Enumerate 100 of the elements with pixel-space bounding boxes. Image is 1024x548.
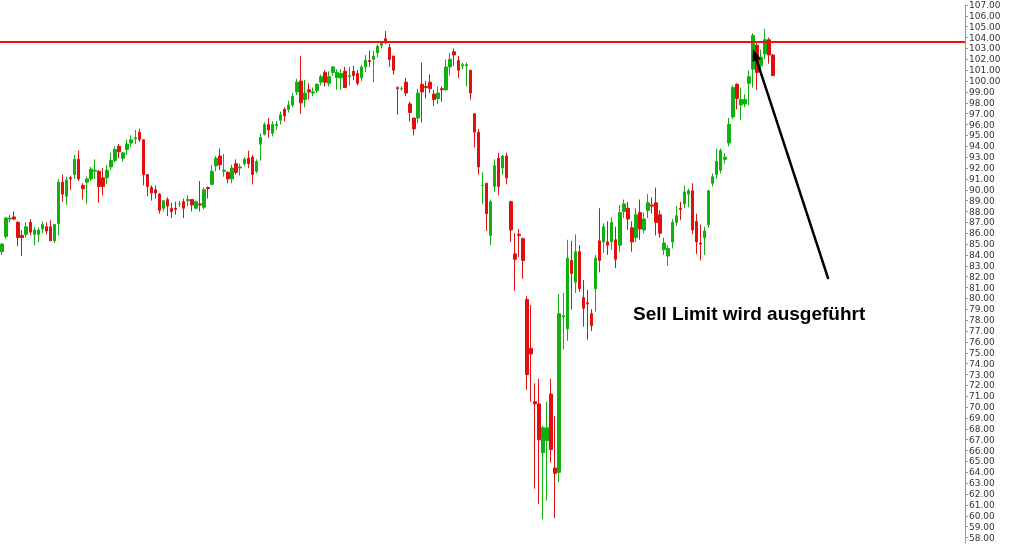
y-tick-label: 59.00 <box>969 521 996 532</box>
candlestick <box>255 158 258 174</box>
candlestick <box>679 201 682 221</box>
y-tick-label: 85.00 <box>969 239 996 250</box>
candlestick <box>485 182 488 232</box>
candlestick <box>634 207 638 243</box>
candlestick <box>557 293 561 483</box>
candlestick <box>420 62 424 123</box>
candlestick <box>182 197 185 219</box>
candlestick <box>493 158 496 193</box>
y-tick-label: 73.00 <box>969 369 996 380</box>
y-tick-label: 78.00 <box>969 315 996 326</box>
candlestick <box>578 244 581 293</box>
candlestick <box>404 77 408 97</box>
y-tick-label: 69.00 <box>969 413 996 424</box>
candlestick <box>614 226 617 269</box>
candlestick <box>81 182 85 201</box>
candlestick <box>93 158 97 180</box>
y-tick-label: 102.00 <box>969 54 1001 65</box>
candlestick <box>618 204 622 253</box>
candlestick <box>368 50 371 68</box>
candlestick <box>327 70 331 88</box>
y-tick-label: 96.00 <box>969 119 996 130</box>
candlestick <box>642 212 646 234</box>
candlestick <box>707 189 710 229</box>
candlestick <box>513 232 517 292</box>
y-tick-label: 89.00 <box>969 195 996 206</box>
candlestick <box>715 147 718 180</box>
candlestick <box>352 65 355 81</box>
candlestick <box>150 184 153 202</box>
candlestick <box>105 164 109 185</box>
candlestick <box>283 106 286 122</box>
y-tick-label: 87.00 <box>969 217 996 228</box>
candlestick <box>412 117 416 136</box>
candlestick <box>727 117 731 147</box>
candlestick <box>457 55 460 79</box>
candlestick <box>307 82 311 101</box>
candlestick <box>279 111 282 126</box>
y-tick-label: 83.00 <box>969 260 996 271</box>
y-tick-label: 98.00 <box>969 97 996 108</box>
candlestick <box>267 117 270 139</box>
candlestick <box>646 193 650 219</box>
y-tick-label: 80.00 <box>969 293 996 304</box>
candlestick <box>186 194 190 207</box>
candlestick <box>73 154 76 180</box>
candlestick <box>339 68 343 91</box>
y-tick-label: 105.00 <box>969 21 1001 32</box>
candlestick <box>33 226 36 246</box>
y-tick-label: 71.00 <box>969 391 996 402</box>
candlestick <box>311 87 315 97</box>
y-tick-label: 77.00 <box>969 326 996 337</box>
candlestick <box>610 216 613 251</box>
y-tick-label: 91.00 <box>969 173 996 184</box>
candlestick <box>29 218 32 236</box>
candlestick <box>703 226 706 256</box>
y-tick-label: 70.00 <box>969 402 996 413</box>
candlestick <box>440 86 444 103</box>
candlestick <box>505 152 508 185</box>
candlestick <box>683 184 686 209</box>
candlestick <box>243 156 246 167</box>
candlestick <box>57 178 60 236</box>
y-tick-label: 100.00 <box>969 76 1001 87</box>
candlestick <box>299 55 303 115</box>
candlestick <box>222 153 226 178</box>
candlestick <box>465 62 468 88</box>
y-tick-label: 93.00 <box>969 152 996 163</box>
y-tick-label: 79.00 <box>969 304 996 315</box>
candlestick <box>638 199 642 241</box>
y-tick-label: 60.00 <box>969 510 996 521</box>
candlestick <box>432 89 436 107</box>
y-tick-label: 67.00 <box>969 434 996 445</box>
candlestick <box>234 158 238 176</box>
y-tick-label: 75.00 <box>969 347 996 358</box>
y-tick-label: 61.00 <box>969 499 996 510</box>
candlestick <box>590 308 593 332</box>
candlestick <box>190 199 194 213</box>
candlestick <box>537 378 541 505</box>
candlestick <box>230 164 234 184</box>
y-tick-label: 106.00 <box>969 10 1001 21</box>
y-tick-label: 63.00 <box>969 478 996 489</box>
y-tick-label: 103.00 <box>969 43 1001 54</box>
candlestick <box>303 79 307 108</box>
y-tick-label: 76.00 <box>969 336 996 347</box>
y-tick-label: 90.00 <box>969 184 996 195</box>
candlestick <box>481 171 484 205</box>
candlestick <box>162 200 165 213</box>
y-tick-label: 86.00 <box>969 228 996 239</box>
candlestick <box>323 69 327 88</box>
candlestick <box>218 147 222 171</box>
candlestick <box>65 176 68 206</box>
candlestick <box>170 202 173 219</box>
candlestick <box>77 150 80 182</box>
candlestick <box>380 41 383 49</box>
candlestick <box>24 221 28 239</box>
candlestick <box>214 155 218 172</box>
y-tick-label: 97.00 <box>969 108 996 119</box>
y-tick-label: 88.00 <box>969 206 996 217</box>
candlestick <box>4 216 8 240</box>
candlestick <box>117 143 121 159</box>
candlestick <box>574 233 577 294</box>
